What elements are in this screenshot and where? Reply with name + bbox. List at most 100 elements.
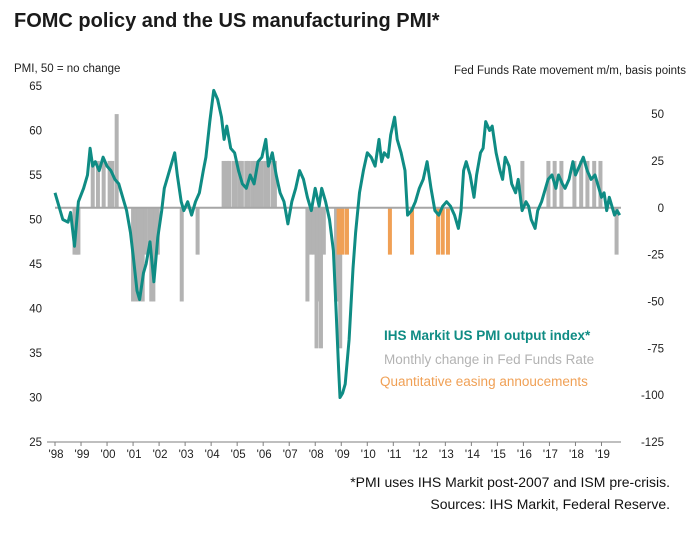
fed-funds-bar <box>263 160 268 208</box>
fed-funds-bar <box>614 207 619 255</box>
pmi-output-line <box>53 88 621 399</box>
right-axis-tick-label: -25 <box>647 250 664 262</box>
qe-announcement-bar <box>344 207 349 255</box>
x-axis-tick-label: '19 <box>595 449 610 461</box>
x-axis-tick-label: '98 <box>49 449 64 461</box>
fed-funds-bar <box>598 160 603 208</box>
left-axis-tick-label: 40 <box>29 304 42 316</box>
x-axis-tick-label: '07 <box>283 449 298 461</box>
x-axis-tick-label: '03 <box>179 449 194 461</box>
fed-funds-bar <box>546 160 551 208</box>
x-axis-tick-label: '99 <box>75 449 90 461</box>
right-axis-tick-label: 0 <box>658 203 664 215</box>
x-axis-tick-label: '13 <box>439 449 454 461</box>
x-axis-tick-label: '12 <box>413 449 428 461</box>
right-axis-tick-label: 25 <box>651 156 664 168</box>
fed-funds-bar <box>520 160 525 208</box>
x-axis-tick-label: '09 <box>335 449 350 461</box>
qe-announcement-bar <box>440 207 445 255</box>
fed-funds-bar <box>585 160 590 208</box>
fed-funds-bar <box>315 207 320 302</box>
fed-funds-bar <box>90 160 95 208</box>
fed-funds-bar <box>270 160 275 208</box>
fed-funds-bar <box>592 160 597 208</box>
fed-funds-bar <box>227 160 232 208</box>
fed-funds-bar <box>305 207 310 302</box>
fed-funds-bar <box>76 207 81 255</box>
fed-funds-bar <box>195 207 200 255</box>
left-axis-tick-label: 65 <box>29 81 42 93</box>
fed-funds-bar <box>338 207 343 349</box>
footnote-sources: Sources: IHS Markit, Federal Reserve. <box>430 496 670 512</box>
fed-funds-bar <box>334 207 339 302</box>
x-axis-tick-label: '08 <box>309 449 324 461</box>
x-axis-tick-label: '14 <box>465 449 481 461</box>
x-axis-tick-label: '05 <box>231 449 246 461</box>
fed-funds-bar <box>266 160 271 208</box>
x-axis-tick-label: '11 <box>387 449 401 461</box>
fed-funds-bar <box>221 160 226 208</box>
fed-funds-bar <box>153 207 158 255</box>
fed-funds-bar <box>308 207 313 255</box>
fed-funds-bar <box>107 160 112 208</box>
x-axis-tick-label: '10 <box>361 449 376 461</box>
fed-funds-bar <box>225 160 230 208</box>
fed-funds-bar <box>572 160 577 208</box>
fed-funds-bar <box>136 207 141 302</box>
qe-announcement-bar <box>387 207 392 255</box>
fed-funds-bar <box>237 160 242 208</box>
x-axis-tick-label: '02 <box>153 449 168 461</box>
fed-funds-bar <box>143 207 148 255</box>
fed-funds-bar <box>256 160 261 208</box>
left-axis-label: PMI, 50 = no change <box>14 63 121 75</box>
fed-funds-bar <box>231 160 236 208</box>
fed-funds-bar <box>138 207 143 302</box>
legend-entry: Monthly change in Fed Funds Rate <box>384 352 594 367</box>
fed-funds-bar <box>272 160 277 208</box>
fed-funds-bar <box>95 160 100 208</box>
right-axis-tick-label: -125 <box>641 437 664 449</box>
x-axis-tick-label: '04 <box>205 449 221 461</box>
fed-funds-bar <box>311 207 316 255</box>
qe-announcement-bar <box>436 207 441 255</box>
qe-announcement-bar <box>340 207 345 255</box>
fed-funds-bar <box>579 160 584 208</box>
fed-funds-bar <box>259 160 264 208</box>
right-axis-tick-label: -50 <box>647 296 664 308</box>
x-axis-tick-label: '06 <box>257 449 272 461</box>
fed-funds-bar <box>140 207 145 302</box>
fed-funds-bar <box>321 207 326 255</box>
fed-funds-bar <box>318 207 323 349</box>
fed-funds-bar <box>101 160 106 208</box>
fed-funds-bar <box>151 207 156 302</box>
fed-funds-bar <box>110 160 115 208</box>
left-axis-tick-label: 35 <box>29 348 42 360</box>
right-axis-tick-label: 50 <box>651 109 664 121</box>
legend-entry: Quantitative easing annoucements <box>380 374 588 389</box>
qe-announcement-bar <box>445 207 450 255</box>
right-axis-label: Fed Funds Rate movement m/m, basis point… <box>453 65 686 77</box>
left-axis-tick-label: 55 <box>29 170 42 182</box>
left-axis-tick-label: 60 <box>29 126 42 138</box>
legend-entry: IHS Markit US PMI output index* <box>384 328 591 343</box>
qe-announcement-bar <box>336 207 341 255</box>
x-axis-tick-label: '16 <box>517 449 532 461</box>
x-axis-tick-label: '00 <box>101 449 116 461</box>
left-axis-tick-label: 45 <box>29 259 42 271</box>
fed-funds-bar <box>114 114 119 208</box>
fed-funds-bar <box>133 207 138 302</box>
right-axis-tick-label: -100 <box>641 390 664 402</box>
x-axis-tick-label: '01 <box>127 449 142 461</box>
fed-funds-bar <box>147 207 152 255</box>
fed-funds-bar <box>179 207 184 302</box>
left-axis-tick-label: 50 <box>29 215 42 227</box>
right-axis-tick-label: -75 <box>647 343 664 355</box>
x-axis-tick-label: '15 <box>491 449 506 461</box>
left-axis-tick-label: 30 <box>29 393 42 405</box>
x-axis-tick-label: '17 <box>543 449 558 461</box>
chart-title: FOMC policy and the US manufacturing PMI… <box>14 10 440 32</box>
footnote-methodology: *PMI uses IHS Markit post-2007 and ISM p… <box>350 474 670 490</box>
left-axis-tick-label: 25 <box>29 437 42 449</box>
qe-announcement-bar <box>410 207 415 255</box>
